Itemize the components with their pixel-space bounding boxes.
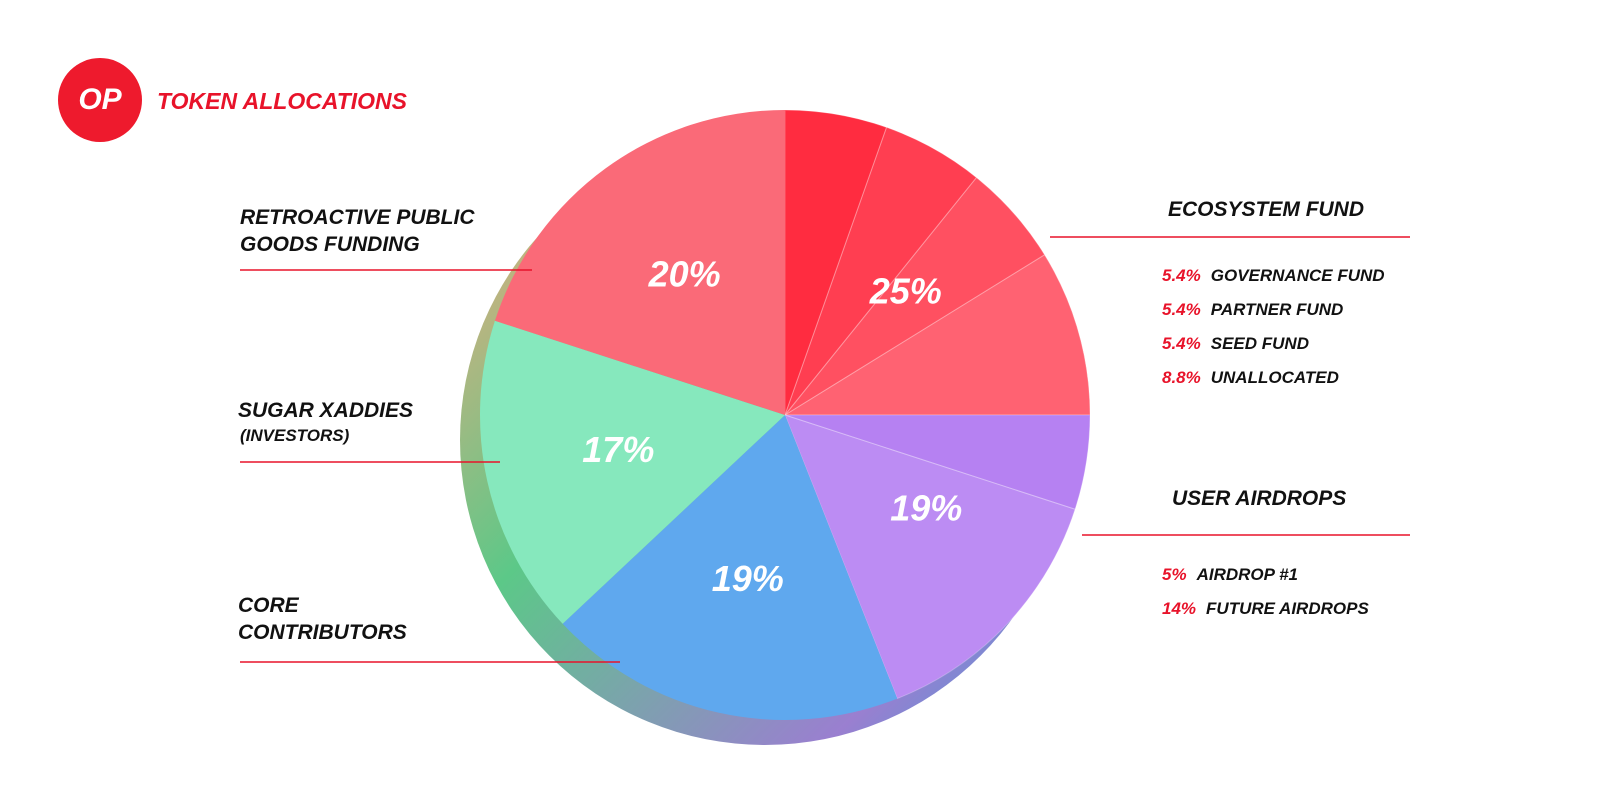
slice-percent: 20% xyxy=(648,253,721,294)
breakdown-row: 5% AIRDROP #1 xyxy=(1162,565,1298,585)
slice-percent: 25% xyxy=(869,271,942,312)
breakdown-name: AIRDROP #1 xyxy=(1196,565,1298,584)
category-label: SUGAR XADDIES xyxy=(238,399,414,422)
breakdown-row: 5.4% GOVERNANCE FUND xyxy=(1162,266,1385,286)
breakdown-value: 5.4% xyxy=(1162,300,1201,319)
breakdown-value: 14% xyxy=(1162,599,1197,618)
pie-slice xyxy=(785,415,1090,699)
pie-sub-slice xyxy=(784,176,1046,416)
breakdown-name: UNALLOCATED xyxy=(1210,368,1339,387)
pie-sub-slice xyxy=(784,414,1076,700)
category-label: CORE CONTRIBUTORS xyxy=(238,594,407,644)
category-label: ECOSYSTEM FUND xyxy=(1168,198,1365,221)
pie-sub-slice xyxy=(783,254,1091,416)
slice-percent: 17% xyxy=(582,429,654,470)
category-label: USER AIRDROPS xyxy=(1172,487,1347,510)
breakdown-name: SEED FUND xyxy=(1210,334,1309,353)
breakdown-row: 14% FUTURE AIRDROPS xyxy=(1162,599,1369,619)
chart-title: TOKEN ALLOCATIONS xyxy=(157,88,408,114)
breakdown-value: 5% xyxy=(1162,565,1187,584)
category-label: RETROACTIVE PUBLIC GOODS FUNDING xyxy=(240,206,475,256)
pie-sub-slice xyxy=(784,414,1091,510)
pie-sub-slice xyxy=(784,126,978,416)
breakdown-value: 5.4% xyxy=(1162,266,1201,285)
pie-slice xyxy=(785,110,1090,415)
breakdown-name: GOVERNANCE FUND xyxy=(1210,266,1385,285)
breakdown-row: 8.8% UNALLOCATED xyxy=(1162,368,1339,388)
pie-sub-slice xyxy=(784,109,888,416)
breakdown-value: 8.8% xyxy=(1162,368,1201,387)
breakdown-value: 5.4% xyxy=(1162,334,1201,353)
pie-slice xyxy=(480,320,785,624)
breakdown-row: 5.4% PARTNER FUND xyxy=(1162,300,1343,320)
category-note: (INVESTORS) xyxy=(240,426,350,445)
breakdown-name: PARTNER FUND xyxy=(1210,300,1344,319)
breakdown-name: FUTURE AIRDROPS xyxy=(1206,599,1369,618)
logo-circle xyxy=(58,58,142,142)
logo-text: OP xyxy=(78,83,122,116)
breakdown-row: 5.4% SEED FUND xyxy=(1162,334,1309,354)
slice-percent: 19% xyxy=(712,558,784,599)
pie-slice xyxy=(562,415,898,720)
slice-percent: 19% xyxy=(890,488,962,529)
pie-slice xyxy=(494,110,785,415)
